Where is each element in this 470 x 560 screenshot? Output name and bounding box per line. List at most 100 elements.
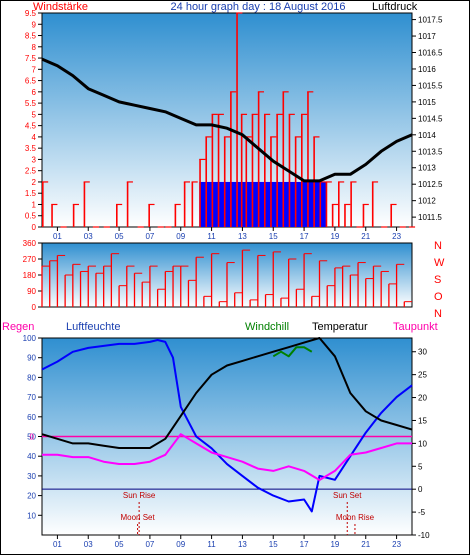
humidity-tick-label: 80 (27, 373, 36, 382)
wind-speed-bar (301, 114, 303, 227)
wind-gust-bar (245, 181, 252, 227)
pressure-tick-label: 1015.5 (418, 81, 443, 90)
wind-speed-bar (191, 181, 194, 227)
wind-speed-tick-label: 0.5 (25, 212, 37, 221)
wind-speed-bar (344, 204, 346, 227)
wind-gust-bar (236, 181, 243, 227)
humidity-tick-label: 60 (27, 413, 36, 422)
legend-windchill: Windchill (245, 321, 289, 333)
time-tick-label: 17 (300, 540, 309, 549)
temperature-line (41, 337, 413, 449)
wind-speed-tick-label: 6 (32, 88, 37, 97)
wind-speed-tick-label: 5.5 (25, 99, 37, 108)
temperature-tick-label: -5 (418, 508, 426, 517)
temperature-tick-label: 15 (418, 416, 427, 425)
wind-speed-bar (245, 136, 248, 227)
temperature-tick-label: 20 (418, 394, 427, 403)
time-tick-label: 17 (300, 232, 309, 241)
pressure-line (41, 57, 413, 183)
time-tick-label: 13 (238, 540, 247, 549)
time-tick-label: 13 (238, 232, 247, 241)
wind-speed-tick-label: 4 (32, 133, 37, 142)
wind-speed-bar (217, 114, 220, 227)
wind-speed-bar (276, 114, 278, 227)
wind-speed-bar (371, 181, 374, 227)
wind-speed-tick-label: 9 (32, 20, 37, 29)
wind-speed-bar (350, 181, 352, 227)
wind-gust-bar (217, 181, 225, 227)
compass-label: N (434, 308, 442, 320)
wind-gust-bar (307, 181, 314, 227)
chart-title: 24 hour graph day : 18 August 2016 (171, 1, 346, 13)
time-tick-label: 07 (145, 232, 154, 241)
wind-speed-bar (83, 181, 86, 227)
wind-speed-bar (270, 136, 272, 227)
wind-speed-bar (362, 204, 365, 227)
pressure-tick-label: 1014.5 (418, 114, 443, 123)
wind-gust-bar (270, 181, 277, 227)
pressure-axis-title: Luftdruck (372, 1, 418, 13)
humidity-tick-label: 30 (27, 472, 36, 481)
sun-rise-label: Sun Rise (123, 491, 156, 500)
wind-speed-tick-label: 6.5 (25, 77, 37, 86)
wind-speed-bar (211, 114, 214, 227)
wind-speed-bar (51, 204, 53, 227)
wind-gust-bar (264, 181, 271, 227)
wind-speed-tick-label: 4.5 (25, 122, 37, 131)
wind-speed-bar (257, 91, 260, 227)
wind-speed-bar (42, 181, 44, 227)
wind-speed-bar (319, 181, 322, 227)
wind-speed-tick-label: 3 (32, 155, 37, 164)
wind-speed-bar (183, 181, 186, 227)
wind-speed-bar (223, 136, 226, 227)
wind-speed-bar (325, 181, 328, 227)
wind-gust-bar (199, 181, 206, 227)
wind-speed-tick-label: 1 (32, 200, 37, 209)
time-tick-label: 11 (207, 232, 216, 241)
temperature-tick-label: 0 (418, 485, 423, 494)
wind-gust-bar (211, 181, 219, 227)
compass-label: N (434, 240, 442, 252)
wind-speed-tick-label: 8.5 (25, 32, 37, 41)
wind-gust-bar (251, 181, 259, 227)
wind-speed-bar (282, 91, 285, 227)
wind-gust-bar (276, 181, 283, 227)
pressure-tick-label: 1016 (418, 65, 436, 74)
wind-speed-tick-label: 7 (32, 65, 37, 74)
dewpoint-line (42, 433, 412, 481)
wind-speed-bar (240, 114, 243, 227)
time-tick-label: 19 (330, 232, 339, 241)
pressure-tick-label: 1012 (418, 197, 436, 206)
compass-label: W (434, 257, 445, 269)
direction-tick-label: 90 (27, 287, 36, 296)
time-tick-label: 05 (115, 540, 124, 549)
wind-speed-bar (230, 91, 232, 227)
temperature-tick-label: 30 (418, 348, 427, 357)
wind-speed-bar (126, 181, 129, 227)
wind-gust-bar (288, 181, 296, 227)
temperature-tick-label: 25 (418, 371, 427, 380)
time-tick-label: 23 (392, 232, 401, 241)
direction-tick-label: 180 (23, 271, 37, 280)
wind-speed-bar (331, 204, 334, 227)
wind-speed-bar (338, 181, 340, 227)
moon-set-label: Moon Set (120, 513, 155, 522)
time-tick-label: 07 (145, 540, 154, 549)
humidity-tick-label: 40 (27, 452, 36, 461)
temperature-tick-label: 5 (418, 462, 423, 471)
legend-temperatur: Temperatur (312, 321, 368, 333)
pressure-tick-label: 1016.5 (418, 49, 443, 58)
humidity-tick-label: 100 (23, 334, 37, 343)
time-tick-label: 15 (269, 540, 278, 549)
time-tick-label: 21 (361, 540, 370, 549)
direction-tick-label: 270 (23, 255, 37, 264)
direction-tick-label: 0 (32, 303, 37, 312)
wind-speed-bar (116, 204, 118, 227)
humidity-tick-label: 10 (27, 511, 36, 520)
time-tick-label: 05 (115, 232, 124, 241)
wind-speed-bar (199, 159, 201, 227)
wind-speed-bar (390, 204, 393, 227)
humidity-tick-label: 50 (27, 433, 36, 442)
time-tick-label: 19 (330, 540, 339, 549)
humidity-tick-label: 20 (27, 492, 36, 501)
